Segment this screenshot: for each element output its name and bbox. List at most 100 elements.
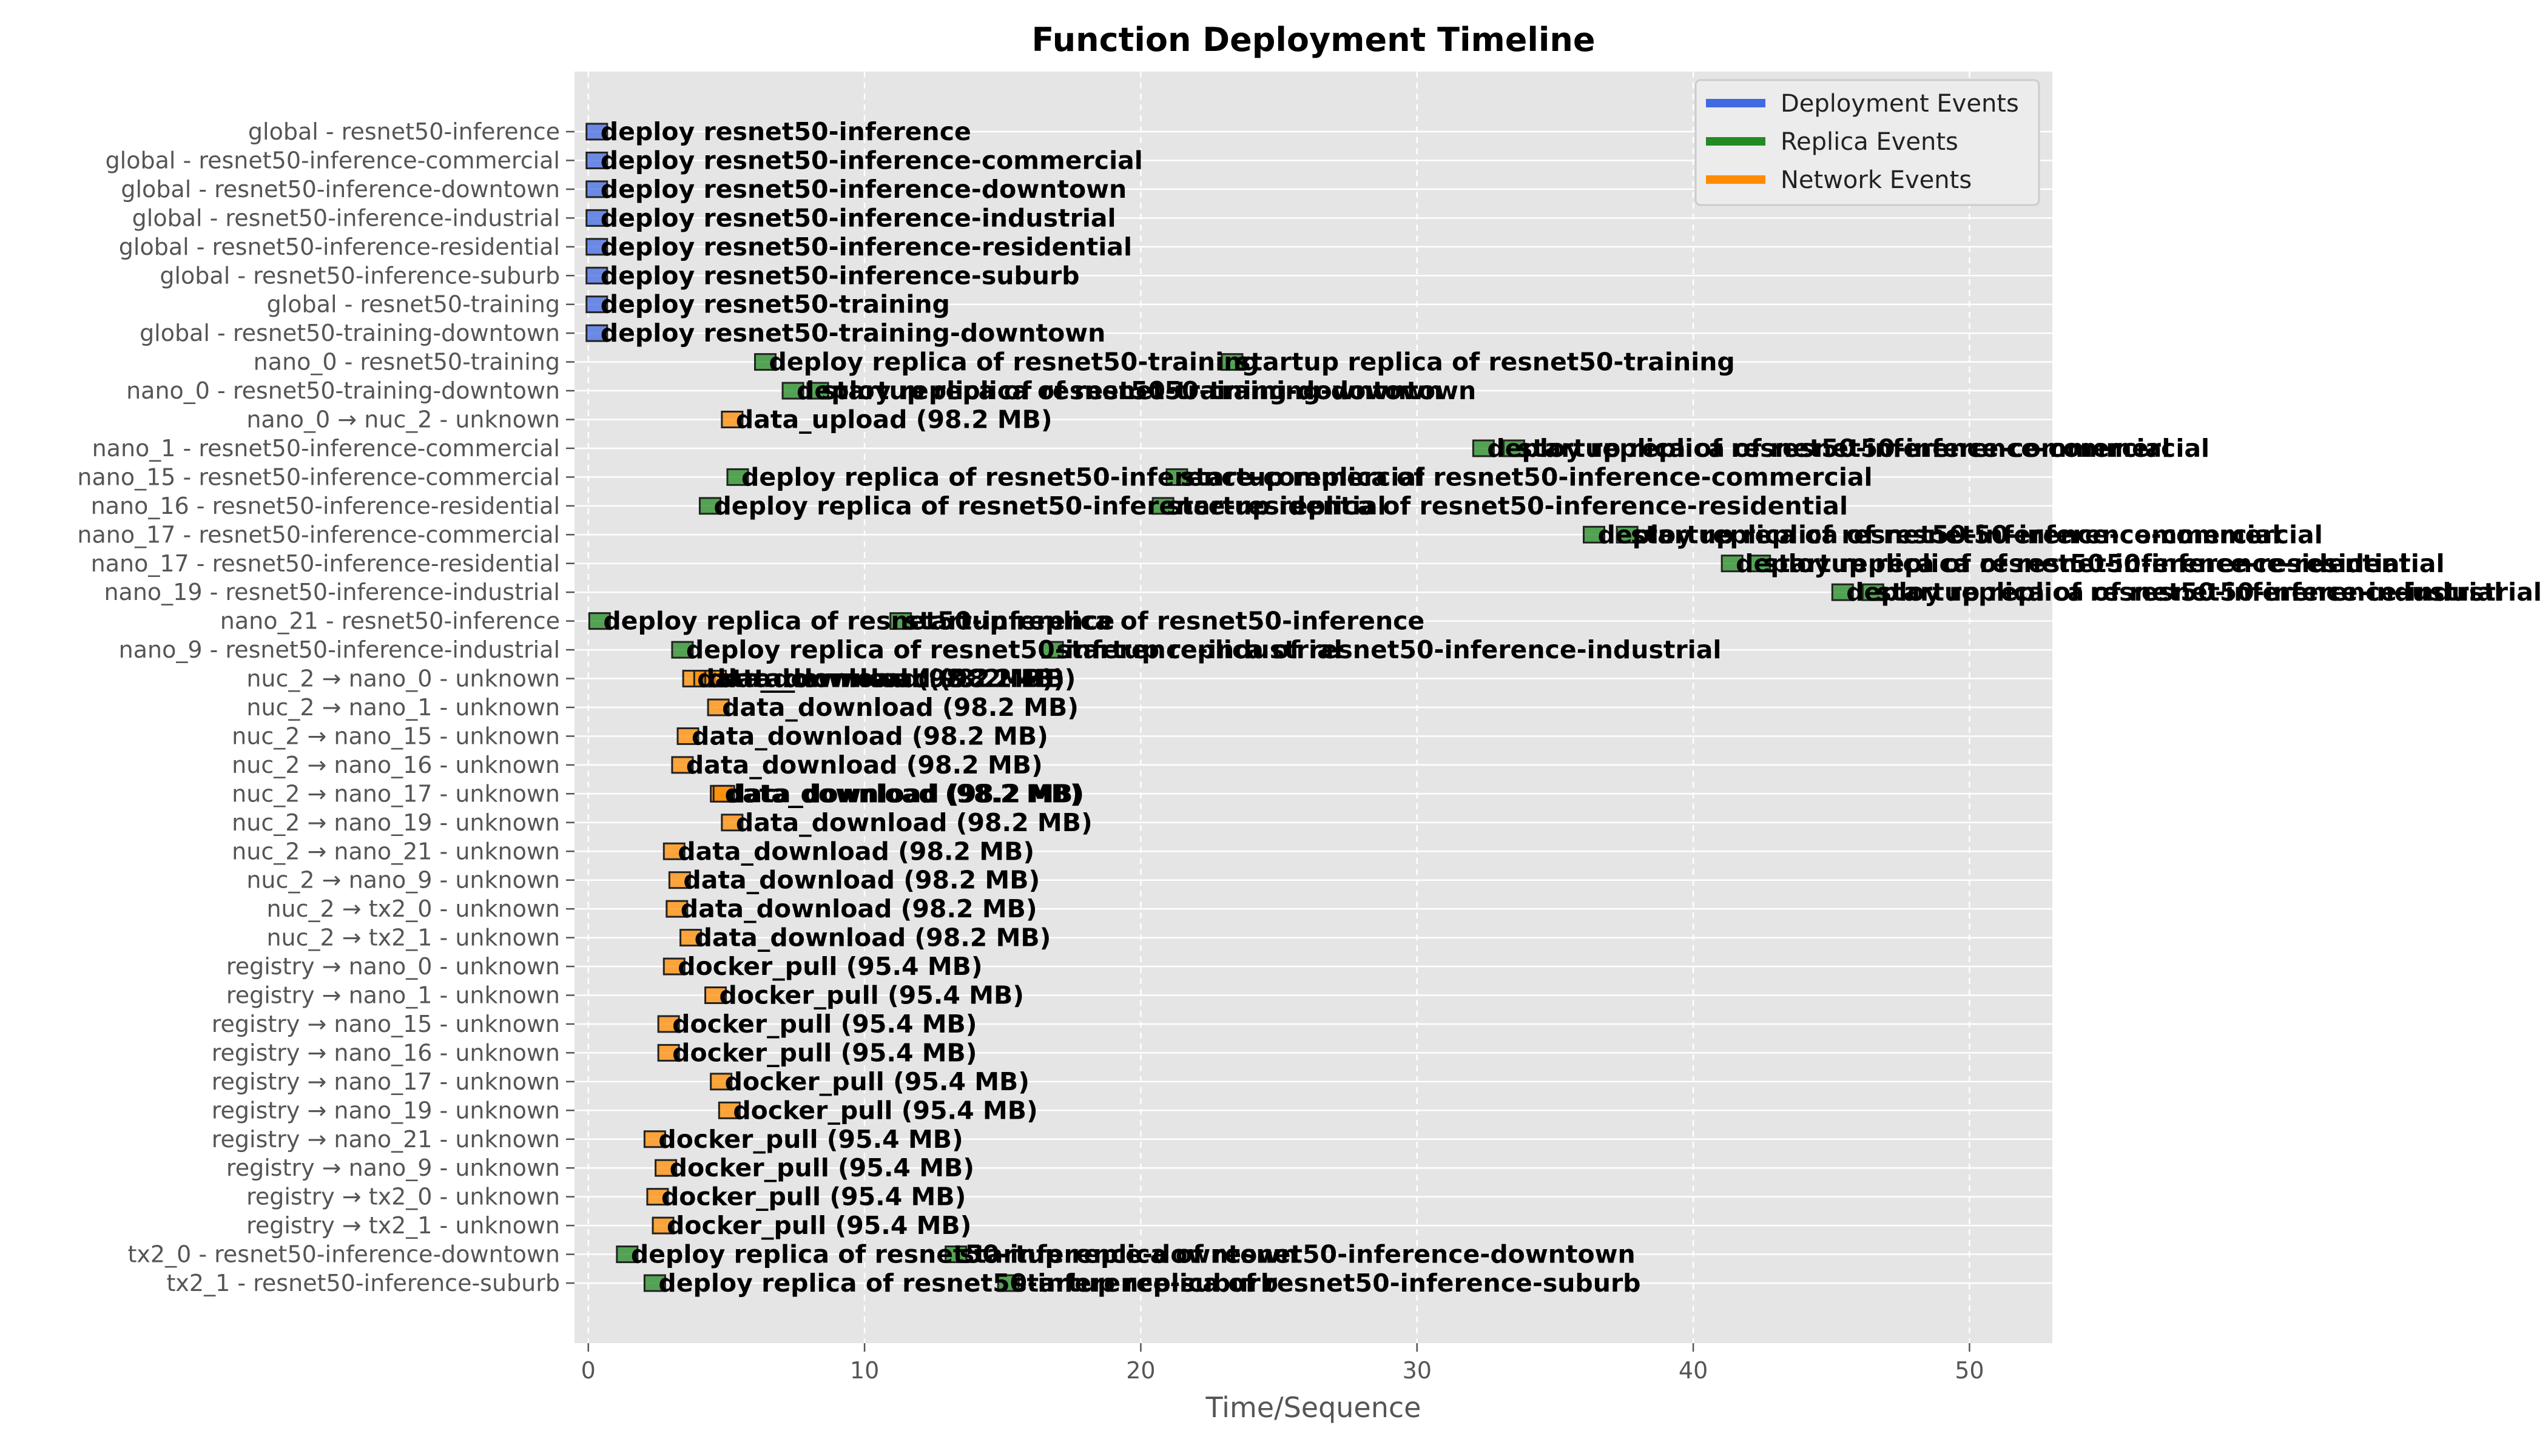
y-tick-label: registry → nano_17 - unknown [212, 1068, 560, 1095]
network-event-marker [646, 1188, 669, 1206]
replica-event-label: startup replica of resnet50-inference-co… [1517, 434, 2209, 463]
network-event-marker [707, 698, 730, 716]
network-event-marker [662, 957, 686, 976]
y-tick-label: global - resnet50-inference-commercial [106, 147, 560, 174]
network-event-marker [679, 929, 703, 947]
y-tick-label: nano_9 - resnet50-inference-industrial [119, 636, 560, 663]
network-event-marker [655, 1159, 678, 1177]
replica-event-marker [754, 353, 777, 371]
y-tick-label: global - resnet50-inference-downtown [121, 176, 560, 203]
y-tick-label: registry → nano_1 - unknown [226, 982, 560, 1009]
deployment-event-label: deploy resnet50-inference [601, 117, 971, 146]
replica-event-label: deploy replica of resnet50-inference-com… [1597, 520, 2280, 549]
x-tick-label: 30 [1403, 1357, 1432, 1384]
y-tick-label: registry → nano_15 - unknown [212, 1011, 560, 1037]
y-tick-label: nano_1 - resnet50-inference-commercial [92, 435, 560, 462]
network-event-marker [704, 670, 727, 688]
y-tick-label: global - resnet50-training [267, 291, 560, 318]
replica-event-label: deploy replica of resnet50-inference-dow… [631, 1240, 1298, 1269]
replica-event-label: startup replica of resnet50-inference-co… [1181, 462, 1873, 491]
replica-event-marker [1582, 525, 1605, 544]
network-event-label: data_download (98.2 MB) [720, 664, 1076, 693]
y-tick-label: registry → tx2_1 - unknown [246, 1212, 560, 1239]
replica-event-marker [1748, 554, 1771, 573]
y-tick-label: registry → tx2_0 - unknown [246, 1184, 560, 1210]
deployment-event-label: deploy resnet50-inference-downtown [601, 175, 1127, 204]
replica-event-marker [1221, 353, 1244, 371]
y-tick-label: nuc_2 → tx2_0 - unknown [266, 895, 560, 922]
y-tick-label: global - resnet50-inference-industrial [132, 204, 560, 231]
network-event-marker [657, 1015, 680, 1033]
replica-event-label: startup replica of resnet50-inference-re… [1167, 491, 1848, 521]
replica-event-marker [726, 468, 749, 486]
y-tick-label: nuc_2 → nano_0 - unknown [246, 666, 560, 692]
network-event-label: data_download (98.2 MB) [722, 693, 1079, 722]
y-tick-label: nano_0 - resnet50-training-downtown [126, 377, 560, 404]
y-tick-label: nuc_2 → nano_16 - unknown [232, 752, 560, 778]
replica-event-marker [616, 1245, 639, 1264]
network-event-marker [710, 1073, 733, 1091]
y-tick-label: nano_19 - resnet50-inference-industrial [104, 579, 560, 605]
network-event-marker [668, 871, 691, 889]
replica-event-marker [1861, 583, 1884, 601]
legend-label: Replica Events [1781, 128, 1958, 156]
y-tick-label: global - resnet50-inference-suburb [160, 262, 560, 289]
chart-legend: Deployment Events Replica Events Network E… [1694, 79, 2040, 206]
network-event-label: docker_pull (95.4 MB) [672, 1038, 977, 1067]
network-event-marker [712, 784, 735, 803]
network-event-marker [666, 900, 689, 918]
replica-event-label: startup replica of resnet50-inference-in… [1876, 578, 2541, 607]
y-tick-label: nuc_2 → nano_19 - unknown [232, 809, 560, 836]
deployment-event-marker [585, 266, 608, 285]
network-event-label: docker_pull (95.4 MB) [720, 981, 1024, 1010]
network-event-label: data_upload (98.2 MB) [736, 405, 1053, 434]
deployment-event-marker [585, 180, 608, 198]
x-axis-label: Time/Sequence [1205, 1391, 1421, 1424]
y-tick-label: nano_0 → nuc_2 - unknown [246, 406, 560, 433]
replica-event-label: deploy replica of resnet50-training-down… [797, 376, 1443, 405]
y-tick-label: registry → nano_9 - unknown [226, 1154, 560, 1181]
network-event-label: data_download (98.2 MB) [695, 923, 1051, 952]
replica-event-label: startup replica of resnet50-inference [905, 607, 1425, 636]
y-tick-label: global - resnet50-inference-residential [119, 234, 560, 260]
network-event-label: data_download (98.2 MB) [683, 866, 1040, 895]
network-event-label: data_download (98.2 MB) [678, 837, 1034, 866]
replica-event-label: deploy replica of resnet50-inference-sub… [658, 1269, 1278, 1298]
replica-event-marker [997, 1274, 1020, 1292]
deployment-event-label: deploy resnet50-inference-industrial [601, 203, 1116, 232]
replica-event-marker [671, 641, 694, 659]
network-event-label: data_download (98.2 MB) [736, 808, 1093, 837]
replica-event-marker [1502, 439, 1525, 457]
legend-label: Network Events [1781, 166, 1972, 194]
network-event-label: data_download (98.2 MB) [727, 779, 1084, 808]
network-event-label: docker_pull (95.4 MB) [672, 1009, 977, 1039]
network-event-marker [671, 756, 694, 774]
network-event-marker [643, 1130, 666, 1148]
y-tick-label: nano_17 - resnet50-inference-commercial [77, 521, 560, 548]
replica-event-marker [643, 1274, 666, 1292]
deployment-event-marker [585, 295, 608, 314]
network-event-marker [718, 1101, 741, 1119]
replica-event-marker [889, 612, 912, 630]
network-event-marker [676, 727, 699, 745]
y-tick-label: registry → nano_21 - unknown [212, 1126, 560, 1153]
network-event-label: docker_pull (95.4 MB) [661, 1182, 966, 1212]
deployment-event-label: deploy resnet50-inference-commercial [601, 146, 1143, 175]
chart-title: Function Deployment Timeline [1032, 21, 1596, 59]
network-event-marker [657, 1043, 680, 1062]
grid-lines [575, 72, 2052, 1343]
x-axis-tick-labels: 0 10 20 30 40 50 [581, 1343, 1984, 1384]
network-event-label: docker_pull (95.4 MB) [667, 1211, 971, 1240]
replica-event-label: deploy replica of resnet50-inference-ind… [1846, 578, 2502, 607]
network-event-label: docker_pull (95.4 MB) [670, 1153, 974, 1182]
y-tick-label: registry → nano_19 - unknown [212, 1097, 560, 1124]
replica-event-label: startup replica of resnet50-training [1236, 348, 1735, 377]
y-tick-label: nano_17 - resnet50-inference-residential [91, 550, 560, 577]
network-event-marker [652, 1216, 675, 1235]
replica-event-label: deploy replica of resnet50-inference-com… [741, 462, 1424, 491]
x-tick-label: 40 [1679, 1357, 1708, 1384]
y-tick-label: global - resnet50-training-downtown [140, 320, 560, 346]
network-event-marker [704, 986, 727, 1004]
